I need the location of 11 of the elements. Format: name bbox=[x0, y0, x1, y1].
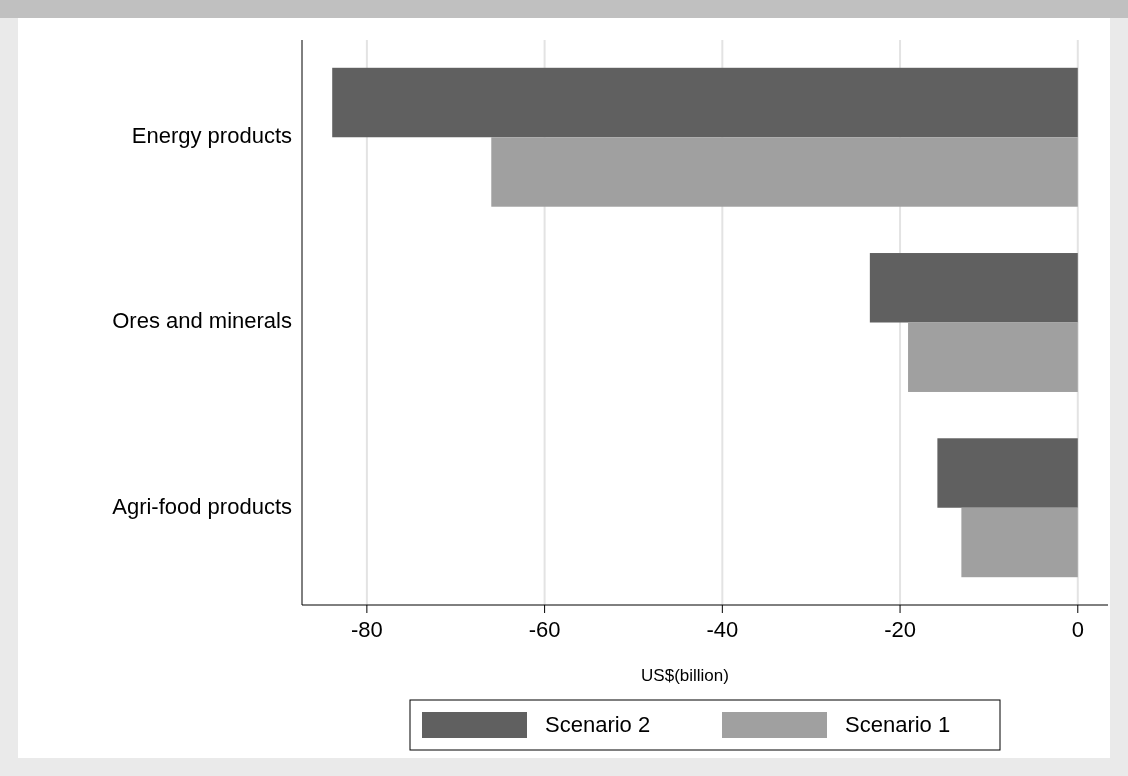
x-tick-label: 0 bbox=[1071, 617, 1084, 642]
legend-label: Scenario 1 bbox=[845, 711, 951, 737]
x-tick-label: -80 bbox=[350, 617, 383, 642]
legend-label: Scenario 2 bbox=[545, 711, 651, 737]
x-tick-label: -60 bbox=[528, 617, 561, 642]
y-tick-label: Ores and minerals bbox=[112, 308, 292, 334]
y-tick-label: Agri-food products bbox=[112, 493, 292, 519]
x-tick-label: -20 bbox=[884, 617, 916, 642]
x-axis-title: US$(billion) bbox=[641, 666, 729, 685]
x-tick-label: -40 bbox=[706, 617, 739, 642]
y-tick-label: Energy products bbox=[131, 123, 292, 149]
